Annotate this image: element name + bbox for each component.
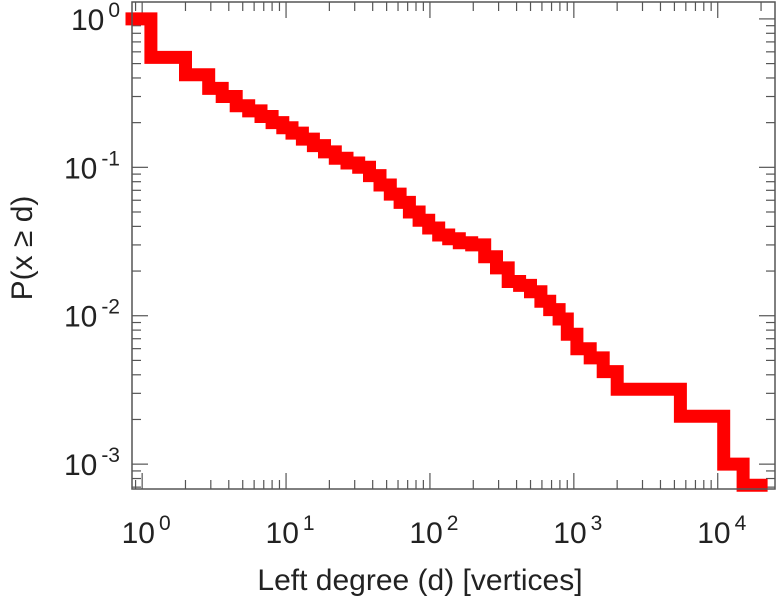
x-tick-label: 10 0 [122,512,171,550]
tick-labels: 10 0 10 1 10 2 10 3 10 4 10 0 10 -1 10 -2 10 -3 [64,0,747,550]
x-tick-label: 10 4 [697,512,746,550]
plot-frame [131,1,776,490]
ccdf-step-line [125,12,768,492]
y-tick-label: 10 -3 [64,444,120,482]
y-axis-label: P(x ≥ d) [6,196,39,301]
y-tick-label: 10 0 [71,0,120,37]
x-tick-label: 10 1 [266,512,315,550]
x-tick-label: 10 2 [409,512,458,550]
y-tick-label: 10 -1 [64,147,120,185]
x-axis-label: Left degree (d) [vertices] [257,564,582,597]
x-tick-label: 10 3 [553,512,602,550]
y-tick-label: 10 -2 [64,296,120,334]
tick-marks [132,2,775,489]
